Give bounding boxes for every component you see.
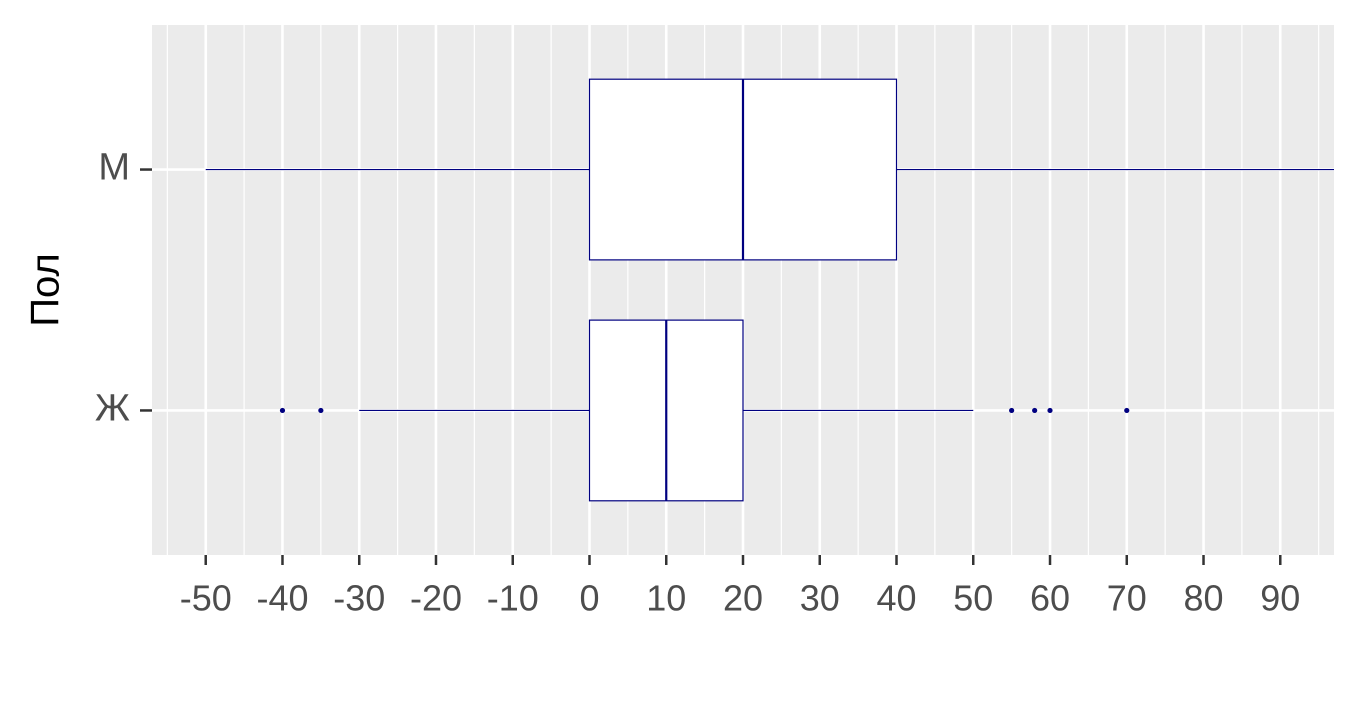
x-tick-label: 10 xyxy=(646,578,686,619)
marks xyxy=(205,78,1334,502)
x-tick-label: -30 xyxy=(333,578,385,619)
x-tick-label: 40 xyxy=(876,578,916,619)
x-tick-label: 30 xyxy=(800,578,840,619)
outlier xyxy=(1124,407,1130,414)
outlier xyxy=(318,407,324,414)
y-axis-title: Пол xyxy=(24,253,68,326)
x-tick-label: -20 xyxy=(410,578,462,619)
x-tick-label: 70 xyxy=(1107,578,1147,619)
x-tick-label: 0 xyxy=(579,578,599,619)
outlier xyxy=(1047,407,1053,414)
x-tick-label: 60 xyxy=(1030,578,1070,619)
axes: -50 -40 -30 -20 -10 0 10 20 30 40 50 60 70 80 90 М Ж xyxy=(95,147,1300,619)
outlier xyxy=(1032,407,1038,414)
x-tick-label: 50 xyxy=(953,578,993,619)
x-tick-label: 80 xyxy=(1183,578,1223,619)
x-tick-label: -50 xyxy=(180,578,232,619)
x-tick-label: 90 xyxy=(1260,578,1300,619)
y-tick-label: Ж xyxy=(95,387,130,429)
outlier xyxy=(1009,407,1015,414)
outlier xyxy=(279,407,286,414)
y-tick-label: М xyxy=(98,147,130,189)
x-tick-label: -10 xyxy=(487,578,539,619)
x-tick-label: -40 xyxy=(256,578,308,619)
x-tick-label: 20 xyxy=(723,578,763,619)
